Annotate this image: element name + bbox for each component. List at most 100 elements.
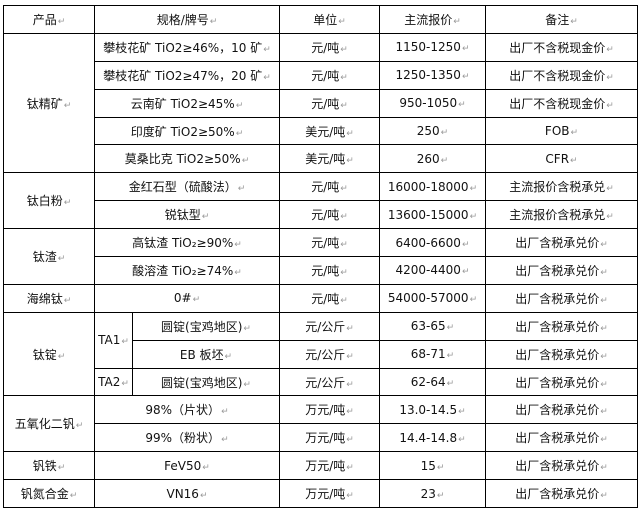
spec-cell: 0# — [94, 283, 280, 313]
note-cell-text: 出厂含税承兑价 — [515, 264, 608, 278]
unit-cell-text: 元/吨 — [311, 264, 348, 278]
spec-cell: 云南矿 TiO2≥45% — [94, 88, 280, 118]
spec-cell-text: 攀枝花矿 TiO2≥46%，10 矿 — [103, 41, 271, 55]
unit-cell-text: 元/吨 — [311, 180, 348, 194]
header-product: 产品 — [3, 5, 95, 34]
unit-cell-text: 万元/吨 — [305, 459, 354, 473]
unit-cell-text: 元/吨 — [311, 236, 348, 250]
price-cell: 63-65 — [379, 311, 486, 341]
note-cell: 出厂含税承兑价 — [485, 283, 638, 313]
note-cell-text: 出厂含税承兑价 — [515, 459, 608, 473]
unit-cell: 美元/吨 — [279, 144, 380, 174]
price-cell-text: 6400-6600 — [396, 236, 470, 250]
unit-cell-text: 万元/吨 — [305, 431, 354, 445]
spec-cell-text: 高钛渣 TiO₂≥90% — [132, 236, 242, 250]
grade-cell: TA1 — [94, 311, 133, 369]
spec-cell: 99%（粉状） — [94, 423, 280, 453]
unit-cell: 万元/吨 — [279, 423, 380, 453]
unit-cell-text: 元/公斤 — [305, 348, 354, 362]
product-cell-text: 钛渣 — [33, 250, 66, 264]
price-cell: 1250-1350 — [379, 60, 486, 90]
unit-cell-text: 美元/吨 — [305, 152, 354, 166]
table-row: 锐钛型 元/吨 13600-15000 主流报价含税承兑 — [4, 200, 638, 230]
note-cell-text: 主流报价含税承兑 — [509, 208, 614, 222]
price-cell-text: 1150-1250 — [396, 40, 470, 54]
product-cell: 钒氮合金 — [3, 479, 95, 509]
note-cell: 出厂含税承兑价 — [485, 367, 638, 397]
note-cell-text: 出厂含税承兑价 — [515, 236, 608, 250]
price-cell-text: 950-1050 — [399, 96, 465, 110]
spec-cell: 莫桑比克 TiO2≥50% — [94, 144, 280, 174]
table-row: 云南矿 TiO2≥45% 元/吨 950-1050 出厂不含税现金价 — [4, 88, 638, 118]
unit-cell: 元/吨 — [279, 256, 380, 285]
note-cell: 出厂含税承兑价 — [485, 479, 638, 509]
product-cell-text: 钒铁 — [33, 459, 66, 473]
note-cell: 出厂含税承兑价 — [485, 228, 638, 258]
price-cell-text: 62-64 — [411, 375, 454, 389]
unit-cell-text: 元/吨 — [311, 292, 348, 306]
note-cell-text: 出厂含税承兑价 — [515, 348, 608, 362]
note-cell-text: 出厂含税承兑价 — [515, 431, 608, 445]
price-cell-text: 14.4-14.8 — [399, 431, 465, 445]
note-cell-text: 出厂不含税现金价 — [509, 69, 614, 83]
note-cell: 出厂含税承兑价 — [485, 256, 638, 285]
spec-cell: 高钛渣 TiO₂≥90% — [94, 228, 280, 258]
spec-cell: 圆锭(宝鸡地区) — [132, 367, 280, 397]
spec-cell: 酸溶渣 TiO₂≥74% — [94, 256, 280, 285]
note-cell-text: 出厂含税承兑价 — [515, 403, 608, 417]
product-cell: 钛白粉 — [3, 172, 95, 230]
price-cell-text: 250 — [417, 124, 448, 138]
unit-cell: 万元/吨 — [279, 395, 380, 425]
price-cell: 6400-6600 — [379, 228, 486, 258]
price-cell: 23 — [379, 479, 486, 509]
spec-cell-text: 云南矿 TiO2≥45% — [131, 97, 243, 111]
header-row: 产品 规格/牌号 单位 主流报价 备注 — [3, 5, 638, 34]
spec-cell: 锐钛型 — [94, 200, 280, 230]
table-row: 五氧化二钒 98%（片状） 万元/吨 13.0-14.5 出厂含税承兑价 — [3, 395, 638, 453]
grade-cell: TA2 — [94, 367, 133, 397]
product-cell-text: 五氧化二钒 — [15, 417, 84, 431]
grade-cell-text: TA2 — [98, 375, 129, 389]
unit-cell: 万元/吨 — [279, 451, 380, 481]
product-cell: 海绵钛 — [3, 283, 95, 313]
unit-cell-text: 美元/吨 — [305, 125, 354, 139]
note-cell-text: 主流报价含税承兑 — [509, 180, 614, 194]
grade-cell-text: TA1 — [98, 333, 129, 347]
price-cell-text: 15 — [421, 459, 445, 473]
unit-cell: 元/吨 — [279, 228, 380, 258]
product-cell: 钛精矿 — [3, 32, 95, 174]
price-cell: 15 — [379, 451, 486, 481]
price-cell-text: 16000-18000 — [388, 180, 477, 194]
unit-cell: 美元/吨 — [279, 116, 380, 146]
spec-cell-text: 酸溶渣 TiO₂≥74% — [132, 264, 242, 278]
spec-cell: VN16 — [94, 479, 280, 509]
price-cell-text: 1250-1350 — [396, 68, 470, 82]
unit-cell-text: 元/吨 — [311, 41, 348, 55]
product-cell: 钛渣 — [3, 228, 95, 285]
note-cell: 出厂含税承兑价 — [485, 395, 638, 425]
note-cell-text: 出厂不含税现金价 — [509, 97, 614, 111]
table-row: TA2 圆锭(宝鸡地区) 元/公斤 62-64 出厂含税承兑价 — [4, 367, 638, 397]
table-row: 莫桑比克 TiO2≥50% 美元/吨 260 CFR — [4, 144, 638, 174]
table-row: 海绵钛 0# 元/吨 54000-57000 出厂含税承兑价 — [3, 283, 638, 313]
note-cell: 出厂不含税现金价 — [485, 60, 638, 90]
note-cell-text: 出厂含税承兑价 — [515, 292, 608, 306]
price-cell-text: 13.0-14.5 — [399, 403, 465, 417]
unit-cell-text: 元/公斤 — [305, 320, 354, 334]
price-cell: 4200-4400 — [379, 256, 486, 285]
table-row: 99%（粉状） 万元/吨 14.4-14.8 出厂含税承兑价 — [4, 423, 638, 453]
note-cell: 出厂含税承兑价 — [485, 451, 638, 481]
spec-cell-text: EB 板坯 — [180, 348, 232, 362]
header-price: 主流报价 — [379, 5, 486, 34]
header-spec: 规格/牌号 — [94, 5, 280, 34]
note-cell: FOB — [485, 116, 638, 146]
table-row: 钒铁 FeV50 万元/吨 15 出厂含税承兑价 — [3, 451, 638, 481]
product-cell-text: 钛锭 — [33, 348, 66, 362]
price-cell: 260 — [379, 144, 486, 174]
product-cell-text: 钒氮合金 — [21, 487, 78, 501]
product-cell-text: 钛白粉 — [27, 194, 72, 208]
spec-cell: 印度矿 TiO2≥50% — [94, 116, 280, 146]
table-row: 印度矿 TiO2≥50% 美元/吨 250 FOB — [4, 116, 638, 146]
header-unit: 单位 — [279, 5, 380, 34]
spec-cell: 攀枝花矿 TiO2≥47%，20 矿 — [94, 60, 280, 90]
